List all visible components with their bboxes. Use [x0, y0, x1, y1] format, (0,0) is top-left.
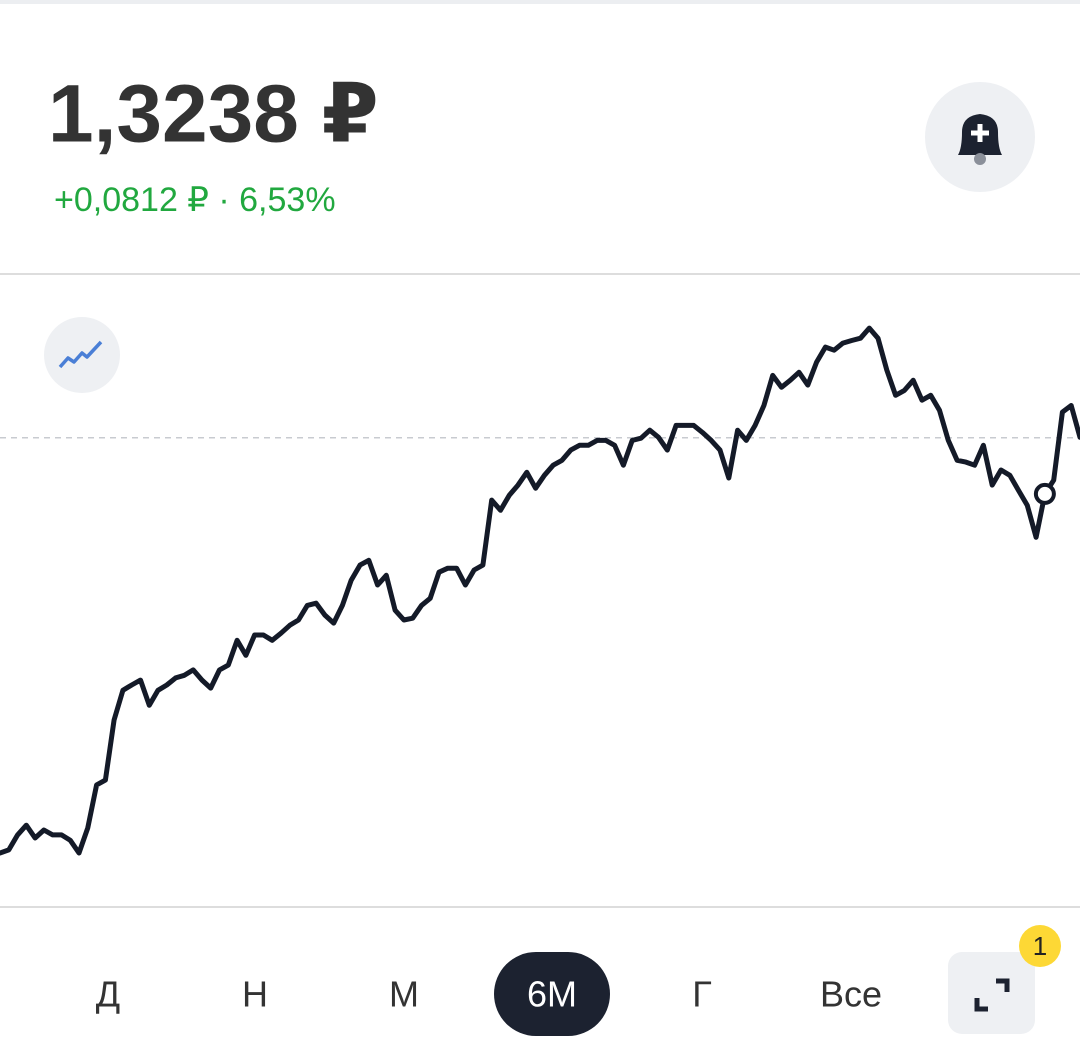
period-tab[interactable]: М — [389, 974, 419, 1015]
top-edge — [0, 0, 1080, 4]
alert-button[interactable] — [925, 82, 1035, 192]
chart-type-button[interactable] — [44, 317, 120, 393]
period-tab[interactable]: 6М — [527, 974, 577, 1015]
expand-bg — [948, 952, 1035, 1034]
period-tab[interactable]: Н — [242, 974, 268, 1015]
badge: 1 — [1033, 931, 1047, 961]
period-tab[interactable]: Д — [96, 974, 120, 1015]
expand-icon — [974, 978, 1010, 1012]
period-tab[interactable]: Г — [692, 974, 712, 1015]
badge-bg — [1019, 925, 1061, 967]
highlight-point — [1033, 482, 1056, 505]
bell-clapper — [974, 153, 986, 165]
price-line — [0, 325, 1080, 856]
plus-icon — [971, 124, 989, 142]
period-tabs: Д Н М 6М Г Все — [96, 952, 882, 1036]
price: 1,3238 ₽ — [48, 69, 379, 160]
selected-tab-bg — [494, 952, 610, 1036]
expand-button[interactable]: 1 — [948, 925, 1061, 1034]
price-change: +0,0812 ₽ · 6,53% — [54, 181, 336, 219]
trend-icon — [58, 340, 103, 369]
period-tab[interactable]: Все — [820, 974, 882, 1015]
chart — [0, 325, 1080, 856]
